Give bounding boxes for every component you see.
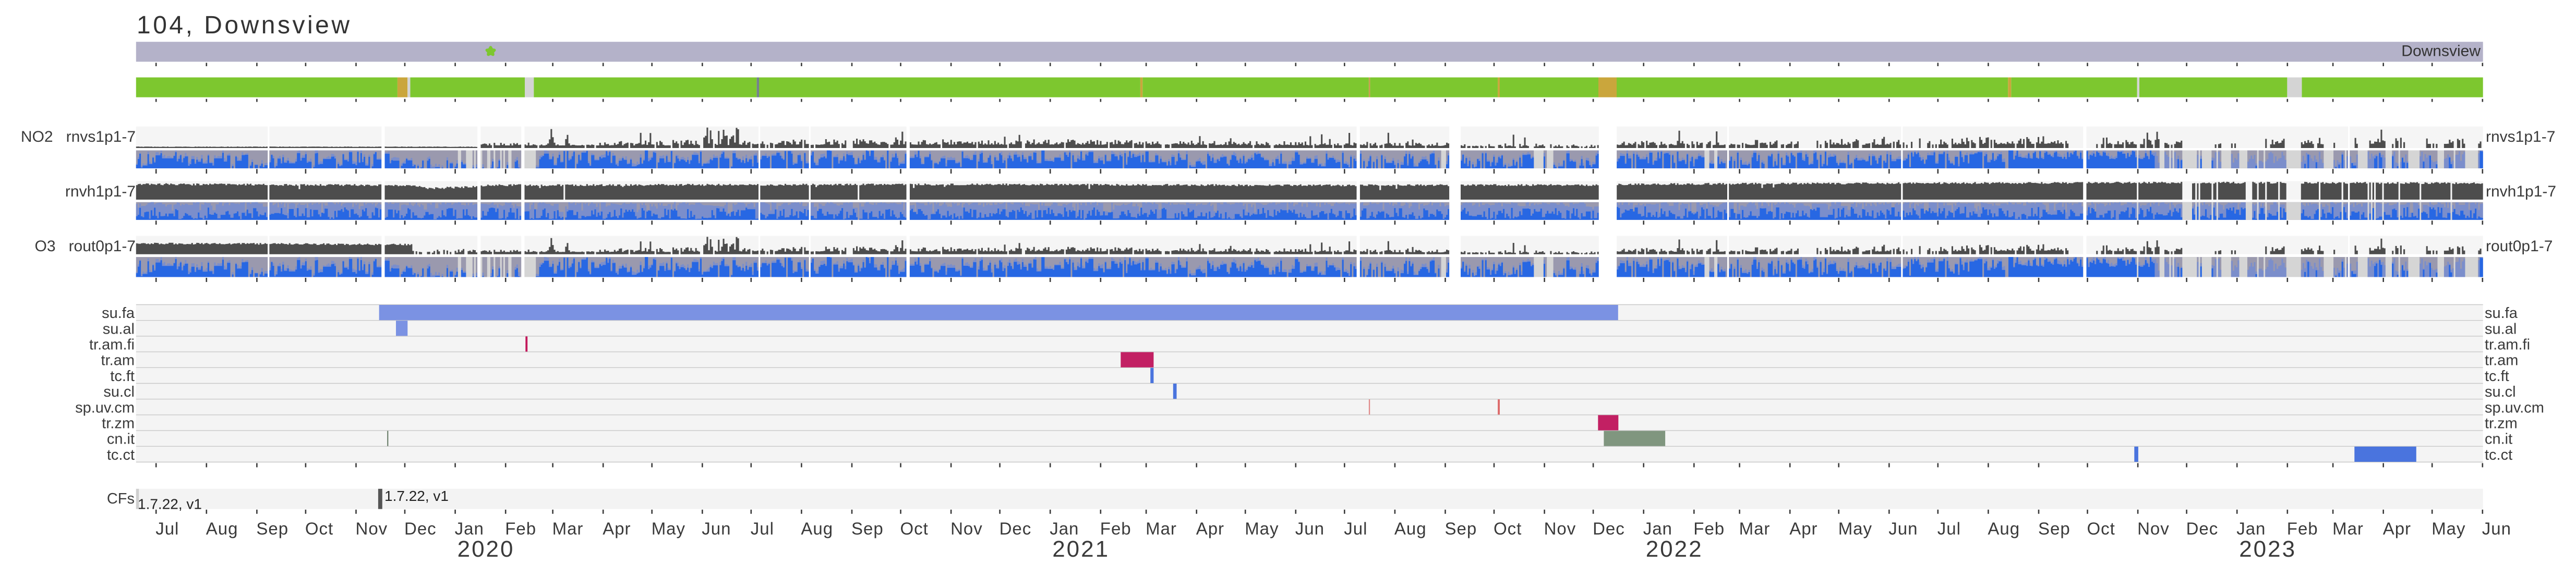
svg-text:Mar: Mar — [1146, 519, 1177, 538]
svg-text:Aug: Aug — [1394, 519, 1427, 538]
svg-text:Mar: Mar — [552, 519, 584, 538]
svg-text:su.cl: su.cl — [103, 384, 135, 400]
svg-text:Feb: Feb — [1100, 519, 1131, 538]
svg-text:Oct: Oct — [1494, 519, 1522, 538]
svg-text:Oct: Oct — [2087, 519, 2115, 538]
svg-text:Sep: Sep — [256, 519, 288, 538]
svg-text:Feb: Feb — [505, 519, 536, 538]
svg-text:104, Downsview: 104, Downsview — [137, 11, 352, 39]
svg-text:Nov: Nov — [1544, 519, 1576, 538]
svg-text:rout0p1-7: rout0p1-7 — [2486, 238, 2553, 255]
svg-text:Sep: Sep — [1445, 519, 1477, 538]
svg-text:Nov: Nov — [950, 519, 983, 538]
svg-text:sp.uv.cm: sp.uv.cm — [75, 399, 135, 416]
svg-text:tr.zm: tr.zm — [102, 415, 135, 432]
svg-text:Jul: Jul — [1937, 519, 1961, 538]
svg-text:sp.uv.cm: sp.uv.cm — [2485, 399, 2544, 416]
svg-text:Nov: Nov — [2137, 519, 2170, 538]
svg-text:Apr: Apr — [1789, 519, 1817, 538]
svg-text:Jun: Jun — [2482, 519, 2511, 538]
svg-text:Jan: Jan — [2236, 519, 2266, 538]
svg-text:rnvs1p1-7: rnvs1p1-7 — [2486, 128, 2555, 145]
svg-text:Jul: Jul — [751, 519, 774, 538]
svg-text:tc.ft: tc.ft — [2485, 368, 2509, 385]
svg-text:Apr: Apr — [1196, 519, 1224, 538]
svg-text:Aug: Aug — [801, 519, 833, 538]
svg-text:2021: 2021 — [1052, 536, 1110, 562]
svg-text:1.7.22, v1: 1.7.22, v1 — [384, 488, 449, 504]
svg-text:Dec: Dec — [1593, 519, 1625, 538]
svg-text:Dec: Dec — [404, 519, 437, 538]
svg-text:cn.it: cn.it — [107, 431, 135, 448]
svg-text:Nov: Nov — [356, 519, 388, 538]
svg-text:2023: 2023 — [2239, 536, 2296, 562]
svg-text:1.7.22, v1: 1.7.22, v1 — [138, 496, 202, 512]
svg-text:tr.am.fi: tr.am.fi — [2485, 337, 2530, 353]
svg-text:Jan: Jan — [1050, 519, 1079, 538]
svg-text:tr.zm: tr.zm — [2485, 415, 2518, 432]
svg-text:tc.ct: tc.ct — [107, 447, 135, 463]
svg-text:Jul: Jul — [1344, 519, 1367, 538]
svg-text:su.al: su.al — [2485, 321, 2517, 337]
svg-text:Oct: Oct — [305, 519, 333, 538]
svg-text:Jan: Jan — [1643, 519, 1672, 538]
svg-text:tr.am: tr.am — [2485, 352, 2518, 369]
svg-text:NO2 rnvs1p1-7: NO2 rnvs1p1-7 — [21, 128, 136, 145]
svg-text:Jun: Jun — [702, 519, 731, 538]
svg-text:2022: 2022 — [1646, 536, 1703, 562]
svg-text:May: May — [1245, 519, 1279, 538]
svg-text:Jun: Jun — [1295, 519, 1325, 538]
svg-text:rnvh1p1-7: rnvh1p1-7 — [65, 183, 136, 200]
svg-text:Feb: Feb — [2287, 519, 2318, 538]
svg-text:2020: 2020 — [458, 536, 515, 562]
svg-text:Jul: Jul — [155, 519, 179, 538]
svg-text:O3 rout0p1-7: O3 rout0p1-7 — [35, 238, 136, 255]
svg-text:Jan: Jan — [455, 519, 484, 538]
svg-text:Aug: Aug — [1988, 519, 2020, 538]
svg-text:rnvh1p1-7: rnvh1p1-7 — [2486, 183, 2556, 200]
svg-text:May: May — [1838, 519, 1872, 538]
svg-text:Apr: Apr — [603, 519, 631, 538]
svg-text:Mar: Mar — [1739, 519, 1771, 538]
svg-text:Feb: Feb — [1693, 519, 1725, 538]
svg-text:Jun: Jun — [1888, 519, 1918, 538]
svg-text:Mar: Mar — [2332, 519, 2364, 538]
svg-text:cn.it: cn.it — [2485, 431, 2512, 448]
svg-text:tc.ft: tc.ft — [110, 368, 135, 385]
svg-text:su.al: su.al — [103, 321, 135, 337]
svg-text:May: May — [2431, 519, 2465, 538]
svg-text:Oct: Oct — [900, 519, 929, 538]
svg-text:Downsview: Downsview — [2401, 43, 2481, 60]
svg-text:CFs: CFs — [107, 490, 135, 507]
svg-text:May: May — [652, 519, 685, 538]
svg-text:Aug: Aug — [206, 519, 238, 538]
svg-text:tr.am: tr.am — [101, 352, 135, 369]
svg-text:Sep: Sep — [851, 519, 884, 538]
svg-text:tr.am.fi: tr.am.fi — [89, 337, 135, 353]
svg-text:Apr: Apr — [2383, 519, 2411, 538]
svg-text:tc.ct: tc.ct — [2485, 447, 2512, 463]
svg-text:su.fa: su.fa — [102, 305, 135, 322]
svg-text:Dec: Dec — [2186, 519, 2219, 538]
svg-text:Sep: Sep — [2038, 519, 2071, 538]
svg-text:su.cl: su.cl — [2485, 384, 2516, 400]
svg-text:Dec: Dec — [1000, 519, 1032, 538]
svg-text:su.fa: su.fa — [2485, 305, 2518, 322]
